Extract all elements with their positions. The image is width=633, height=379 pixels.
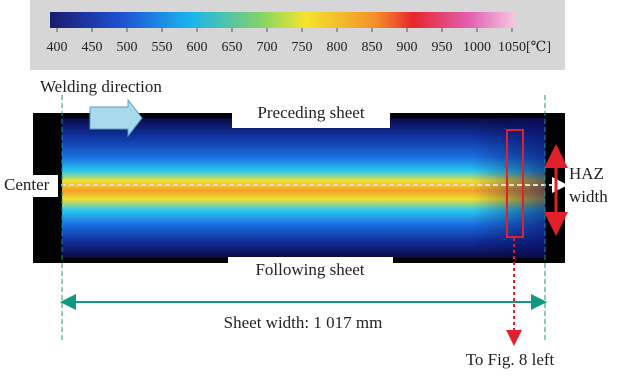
tick-label: 500	[117, 40, 138, 55]
colorbar	[50, 12, 515, 28]
tick-label: 550	[152, 40, 173, 55]
tick-label: 700	[257, 40, 278, 55]
label: width	[569, 187, 608, 206]
label: Preceding sheet	[257, 103, 364, 122]
tick-label: 900	[397, 40, 418, 55]
tick-label: 400	[47, 40, 68, 55]
label: HAZ	[569, 164, 604, 183]
tick-label: 650	[222, 40, 243, 55]
label: Following sheet	[255, 260, 364, 279]
tick-label: 1050	[498, 40, 526, 55]
colorbar-unit: [℃]	[526, 40, 551, 55]
label: Sheet width: 1 017 mm	[224, 313, 383, 332]
label: To Fig. 8 left	[466, 350, 555, 369]
tick-label: 800	[327, 40, 348, 55]
tick-label: 450	[82, 40, 103, 55]
tick-label: 600	[187, 40, 208, 55]
tick-label: 750	[292, 40, 313, 55]
label: Welding direction	[40, 77, 162, 96]
colorbar-panel	[30, 0, 565, 70]
tick-label: 1000	[463, 40, 491, 55]
heat-fade	[62, 118, 545, 258]
label: Center	[4, 175, 50, 194]
figure: 400 450 500 550 600 650 700 750 800 850 900 950 1000…	[0, 0, 633, 374]
tick-label: 850	[362, 40, 383, 55]
tick-label: 950	[432, 40, 453, 55]
